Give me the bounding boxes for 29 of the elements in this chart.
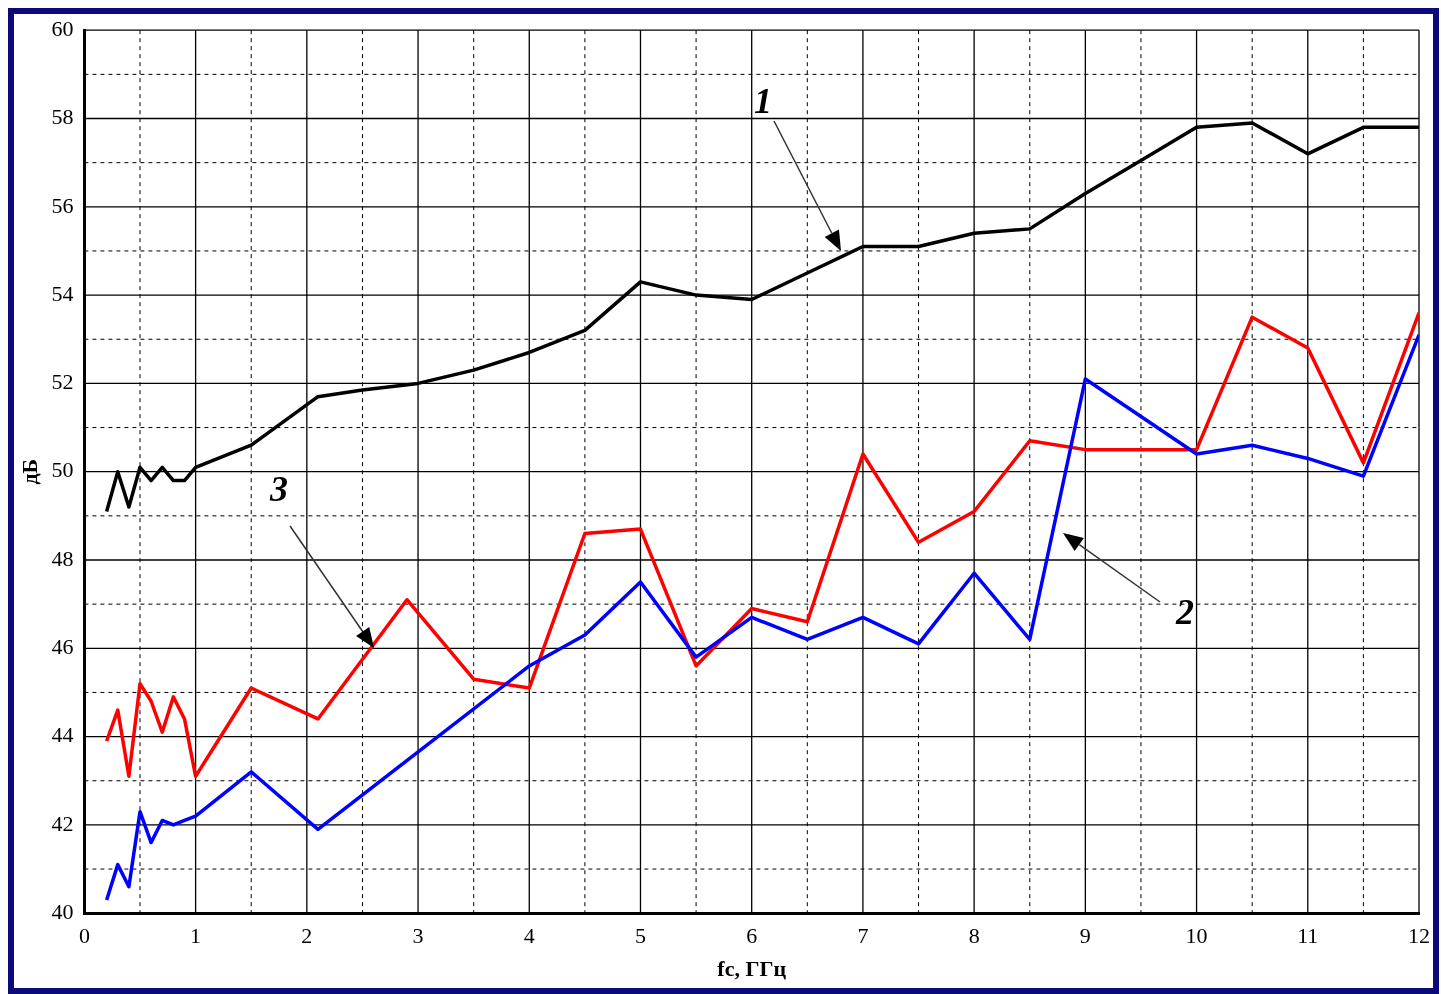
- y-tick-label: 48: [51, 545, 74, 571]
- x-tick-label: 12: [1408, 923, 1430, 949]
- y-axis-title: дБ: [16, 458, 42, 485]
- x-tick-label: 6: [746, 923, 758, 949]
- x-tick-label: 4: [523, 923, 535, 949]
- y-tick-label: 40: [51, 898, 74, 924]
- x-tick-label: 10: [1185, 923, 1208, 949]
- x-tick-label: 2: [301, 923, 313, 949]
- y-tick-label: 54: [51, 280, 74, 306]
- x-tick-label: 11: [1297, 923, 1319, 949]
- annotation: 3: [270, 469, 288, 509]
- y-tick-label: 58: [51, 104, 74, 130]
- x-tick-label: 9: [1079, 923, 1091, 949]
- x-tick-label: 3: [412, 923, 424, 949]
- y-tick-label: 42: [51, 810, 74, 836]
- annotation: 2: [1176, 592, 1194, 632]
- y-tick-label: 44: [51, 722, 74, 748]
- x-tick-label: 5: [634, 923, 646, 949]
- x-tick-label: 7: [857, 923, 869, 949]
- y-tick-label: 60: [51, 15, 74, 41]
- y-tick-label: 50: [51, 457, 74, 483]
- x-tick-label: 8: [968, 923, 980, 949]
- y-tick-label: 52: [51, 369, 74, 395]
- annotation: 1: [754, 81, 772, 121]
- x-tick-label: 1: [190, 923, 202, 949]
- x-axis-title: fc, ГГц: [717, 956, 787, 982]
- x-tick-label: 0: [78, 923, 90, 949]
- y-tick-label: 56: [51, 192, 74, 218]
- y-tick-label: 46: [51, 634, 74, 660]
